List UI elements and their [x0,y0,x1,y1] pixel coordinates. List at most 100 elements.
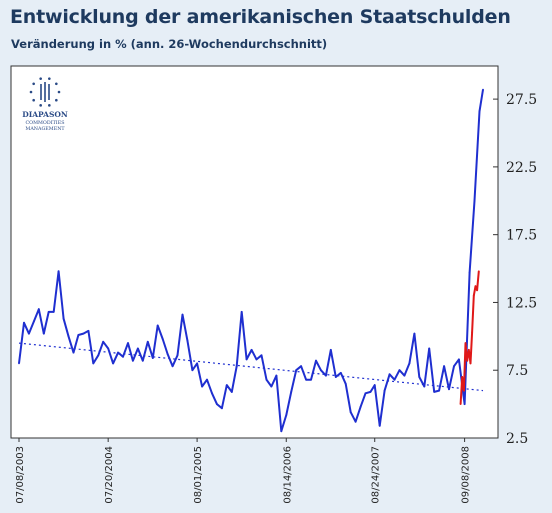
series-main-line-point [127,342,129,344]
series-main-line-point [161,338,164,340]
series-main-line-point [221,407,223,410]
series-main-line-point [57,270,60,273]
series-main-line-point [67,335,70,338]
series-main-line-point [398,369,401,372]
chart-subtitle: Veränderung in % (ann. 26-Wochendurchsch… [11,37,328,51]
series-main-line-point [42,332,45,335]
x-tick-label: 08/24/2007 [371,446,382,504]
series-main-line-point [468,271,471,274]
series-main-line-point [171,365,174,368]
series-main-line-point [478,110,481,113]
series-main-line-point [216,403,218,405]
y-tick-label: 2.5 [506,431,528,447]
series-recent-line-point [477,270,480,273]
series-main-line-point [82,332,85,335]
series-main-line-point [265,378,268,381]
series-main-line-point [423,385,426,388]
series-recent-line-point [476,289,478,292]
series-main-line-point [300,365,302,368]
series-main-line-point [72,351,75,354]
series-main-line-point [18,362,20,365]
series-main-line-point [359,405,362,408]
series-recent-line-point [461,376,464,378]
logo-dot [29,90,33,94]
series-main-line-point [443,365,445,368]
logo-line-1: DIAPASON [22,110,68,119]
logo-dot [48,77,51,80]
series-main-line-point [137,347,139,350]
series-recent-line-point [459,403,462,405]
series-main-line-point [295,369,298,372]
series-main-line-point [428,347,431,350]
series-main-line-point [92,362,95,365]
series-main-line-point [393,378,396,381]
series-main-line-point [280,430,283,433]
series-main-line-point [364,392,367,395]
series-main-line-point [305,378,307,381]
series-main-line-point [245,358,248,361]
series-main-line-point [448,388,450,391]
series-main-line-point [473,199,476,202]
series-main-line-point [62,317,65,320]
y-tick-label: 7.5 [506,363,528,379]
series-main-line-point [403,374,406,377]
series-main-line-point [334,376,337,378]
series-main-line-point [97,354,100,357]
series-main-line-point [325,374,327,377]
logo-dot [39,77,42,80]
series-main-line-point [23,321,25,324]
logo-line-2: COMMODITIES [26,120,65,126]
series-recent-line-point [463,389,465,392]
x-tick-label: 08/14/2006 [282,446,293,504]
series-main-line-point [383,389,386,392]
logo-dot [39,104,42,107]
series-main-line-point [290,391,293,393]
x-axis-ticks: 07/08/2003 07/20/2004 08/01/2005 08/14/2006… [15,438,472,504]
series-main-line-point [117,351,119,354]
series-layer [18,88,484,433]
series-main-line-point [315,359,317,362]
logo-dot-ring [29,77,61,107]
series-main-line-point [211,392,213,395]
series-main-line-point [191,369,194,372]
series-main-line-point [235,365,238,368]
series-main-line-point [275,374,278,377]
series-recent-line-point [469,362,472,365]
series-main-line-point [102,340,105,343]
series-main-line-point [270,385,273,388]
series-main-line-point [196,362,199,365]
series-main-line-point [141,359,144,362]
y-tick-label: 27.5 [506,92,537,108]
series-main-line-point [240,311,243,313]
x-tick-label: 07/08/2003 [15,446,26,504]
series-main-line-point [201,385,204,388]
logo-dot [57,90,61,94]
y-tick-label: 17.5 [506,228,537,244]
plot-area [10,65,499,439]
y-tick-label: 12.5 [506,295,537,311]
logo-line-3: MANAGEMENT [25,126,65,132]
series-main-line-point [453,365,455,368]
series-main-line-point [344,382,347,385]
series-recent-line-point [471,331,473,334]
series-main-line-point [122,355,124,358]
series-main-line-point [47,311,50,313]
y-tick-label: 22.5 [506,160,537,176]
series-main-line-point [156,324,159,327]
series-main-line-point [339,372,342,374]
x-tick-label: 09/08/2008 [461,446,472,504]
series-main-line-point [458,358,460,361]
series-main-line-point [260,354,263,357]
series-main-line-point [87,330,90,332]
series-main-line-point [463,403,466,405]
logo-dot [55,98,58,102]
series-main-line-point [112,362,114,365]
series-main-line-point [255,358,258,361]
x-tick-label: 08/01/2005 [193,446,204,504]
series-main-line-point [33,320,35,323]
series-main-line-point [146,340,149,343]
series-main-line-point [37,308,40,311]
diapason-logo: DIAPASON COMMODITIES MANAGEMENT [22,77,68,132]
series-main-line-point [388,373,391,376]
